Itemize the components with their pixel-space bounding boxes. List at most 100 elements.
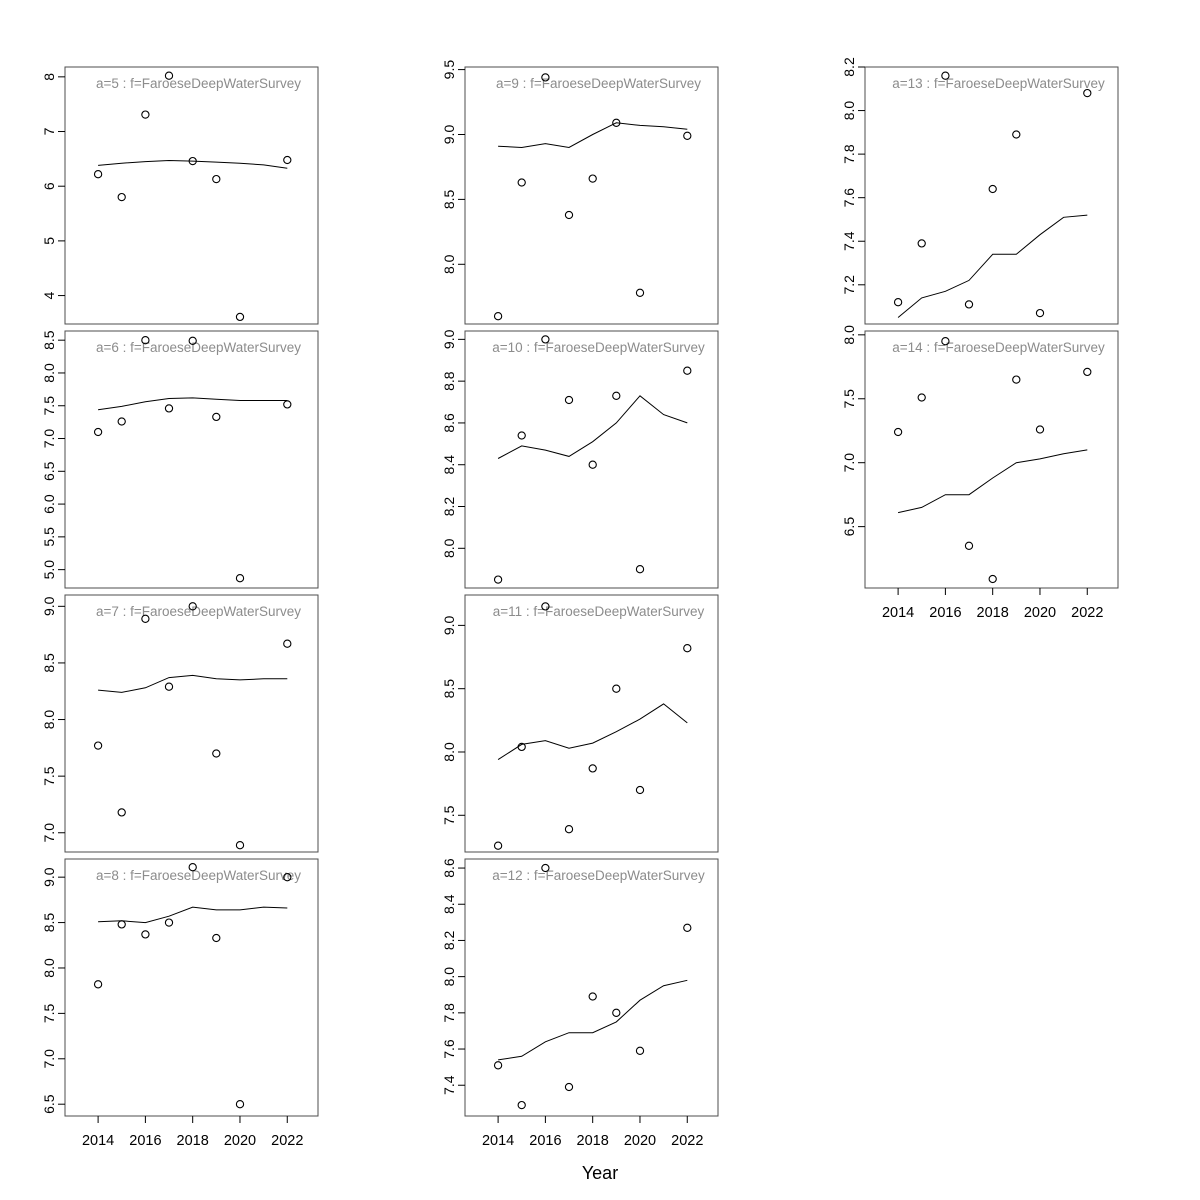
y-tick-label: 7.4 (841, 231, 857, 251)
panel-a13: a=13 : f=FaroeseDeepWaterSurvey 7.2 7.4 7.6… (841, 57, 1119, 325)
y-tick-label: 8.0 (441, 254, 457, 274)
data-point (988, 574, 997, 584)
data-point (683, 366, 692, 375)
data-point (517, 178, 526, 187)
y-tick-label: 8.6 (441, 413, 457, 433)
y-tick-label: 5.0 (41, 560, 57, 580)
data-point (564, 210, 574, 220)
data-point (117, 920, 126, 929)
x-axis-title: Year (581, 1163, 619, 1183)
data-point (212, 174, 221, 184)
fit-line (897, 449, 1088, 514)
data-point (988, 184, 997, 194)
y-tick-label: 8.0 (441, 538, 457, 558)
y-tick-label: 7.5 (841, 389, 857, 409)
data-point (683, 644, 692, 653)
data-point (235, 574, 245, 583)
y-tick-label: 8.2 (441, 931, 457, 951)
y-tick-label: 7.0 (41, 1049, 57, 1069)
data-point (235, 1100, 245, 1109)
data-point (893, 427, 903, 437)
x-tick-label: 2020 (624, 1133, 656, 1149)
data-point (283, 155, 292, 165)
data-point (1035, 308, 1045, 318)
data-point (564, 825, 574, 834)
y-tick-label: 7.0 (41, 823, 57, 843)
panel-border (464, 330, 719, 589)
panel-title: a=14 : f=FaroeseDeepWaterSurvey (892, 340, 1105, 355)
y-tick-label: 8.5 (41, 330, 57, 350)
y-tick-label: 7.2 (841, 275, 857, 295)
data-point (517, 431, 526, 440)
data-point (1035, 425, 1045, 434)
data-point (235, 841, 245, 850)
panel-border (64, 66, 319, 325)
data-point (541, 335, 550, 344)
y-tick-label: 9.0 (441, 615, 457, 635)
panel-title: a=12 : f=FaroeseDeepWaterSurvey (492, 868, 705, 883)
y-tick-label: 9.0 (41, 867, 57, 887)
y-tick-label: 8.0 (841, 325, 857, 345)
panel-a10: a=10 : f=FaroeseDeepWaterSurvey 8.0 8.2 8.4… (441, 329, 719, 589)
y-tick-label: 8.5 (441, 189, 457, 209)
data-point (141, 110, 150, 119)
data-point (493, 312, 503, 321)
data-point (1083, 367, 1092, 377)
data-point (612, 684, 621, 693)
y-tick-label: 6.5 (41, 461, 57, 481)
panel-border (864, 66, 1119, 325)
y-tick-label: 8.0 (41, 363, 57, 383)
y-tick-label: 8.5 (441, 679, 457, 699)
x-tick-label: 2020 (1024, 605, 1056, 621)
data-point (212, 749, 221, 758)
data-point (893, 298, 903, 307)
fit-line (497, 703, 688, 761)
data-point (493, 575, 503, 584)
panel-a12: a=12 : f=FaroeseDeepWaterSurvey 7.4 7.6 7.8… (441, 858, 719, 1149)
data-point (917, 239, 926, 248)
data-point (93, 980, 103, 989)
y-tick-label: 9.0 (441, 125, 457, 145)
data-point (283, 400, 292, 409)
panel-a8: a=8 : f=FaroeseDeepWaterSurvey 6.5 7.0 7.5 8… (41, 858, 319, 1149)
fit-line (498, 979, 688, 1061)
data-point (683, 131, 692, 140)
data-point (612, 1008, 621, 1017)
fit-line (497, 395, 688, 459)
data-point (117, 808, 126, 817)
y-tick-label: 6.5 (41, 1094, 57, 1114)
data-point (188, 336, 197, 345)
x-tick-label: 2020 (224, 1133, 256, 1149)
data-point (93, 170, 103, 179)
data-point (941, 337, 950, 346)
panel-title: a=6 : f=FaroeseDeepWaterSurvey (96, 340, 301, 355)
y-tick-label: 6.5 (841, 517, 857, 537)
y-tick-label: 8.0 (841, 101, 857, 121)
x-tick-label: 2014 (882, 605, 914, 621)
data-point (141, 614, 150, 623)
y-tick-label: 9.0 (441, 329, 457, 349)
y-tick-label: 8.8 (441, 371, 457, 391)
data-point (588, 992, 597, 1001)
y-tick-label: 7.4 (441, 1075, 457, 1095)
panel-border (464, 594, 719, 853)
data-point (283, 873, 292, 882)
data-point (164, 71, 174, 80)
panel-title: a=11 : f=FaroeseDeepWaterSurvey (493, 604, 705, 619)
data-point (117, 417, 126, 426)
fit-line (897, 214, 1088, 318)
panel-border (464, 858, 719, 1117)
x-tick-label: 2014 (82, 1133, 114, 1149)
data-point (493, 1061, 503, 1070)
y-tick-label: 6 (41, 182, 57, 190)
y-tick-label: 7.5 (41, 396, 57, 416)
y-tick-label: 8.4 (441, 894, 457, 914)
data-point (188, 863, 197, 872)
data-point (564, 395, 574, 405)
data-point (212, 933, 221, 943)
y-tick-label: 8.2 (441, 497, 457, 517)
data-point (188, 602, 197, 611)
y-tick-label: 7 (41, 127, 57, 135)
y-tick-label: 8.2 (841, 57, 857, 77)
